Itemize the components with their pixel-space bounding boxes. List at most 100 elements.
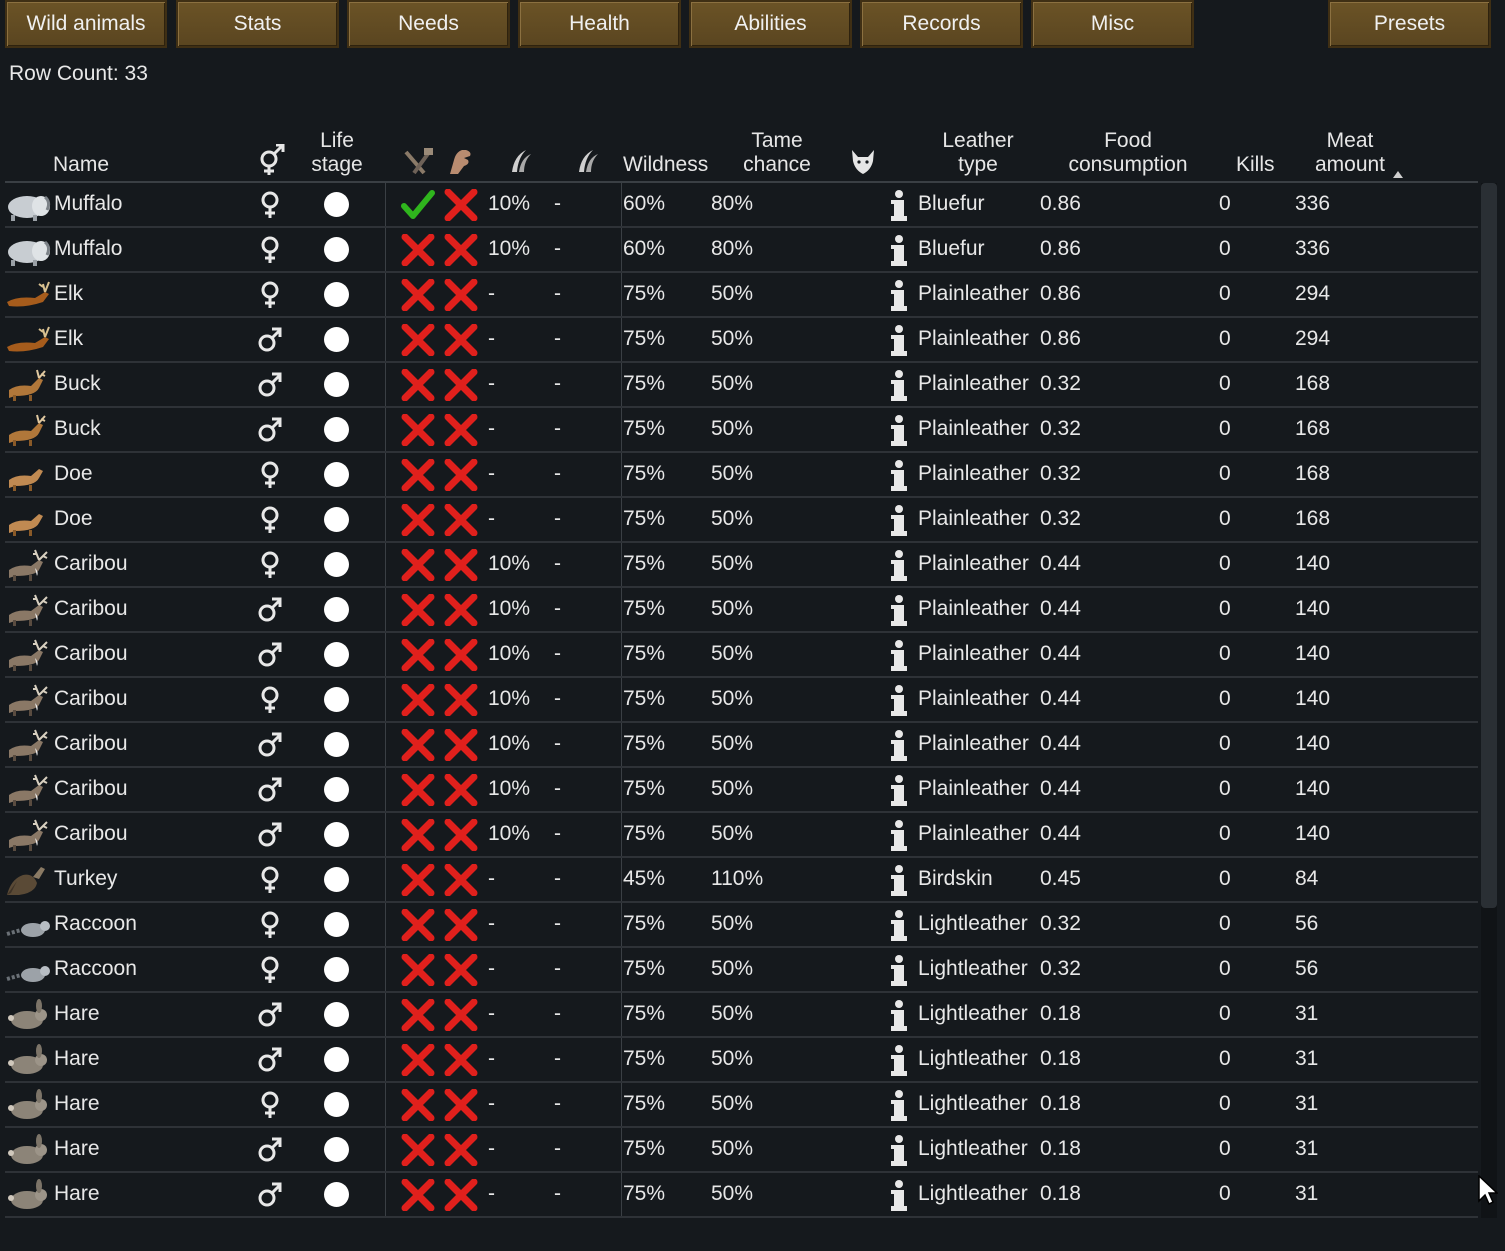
animal-name[interactable]: Caribou [54, 822, 128, 845]
animal-name[interactable]: Caribou [54, 687, 128, 710]
tab-stats[interactable]: Stats [176, 0, 339, 48]
cross-icon[interactable] [401, 459, 435, 491]
info-icon[interactable] [889, 1134, 909, 1168]
cross-icon[interactable] [401, 639, 435, 671]
tab-health[interactable]: Health [518, 0, 681, 48]
animal-name[interactable]: Buck [54, 417, 101, 440]
table-row[interactable]: Buck - - 75% 50% Plainleather 0.32 0 168 [5, 408, 1478, 453]
cross-icon[interactable] [444, 189, 478, 221]
cross-icon[interactable] [444, 1044, 478, 1076]
header-meat-amount[interactable]: Meat amount [1312, 129, 1388, 177]
cross-icon[interactable] [444, 1179, 478, 1211]
cross-icon[interactable] [401, 774, 435, 806]
scrollbar-thumb[interactable] [1481, 183, 1497, 908]
cross-icon[interactable] [444, 639, 478, 671]
animal-name[interactable]: Caribou [54, 552, 128, 575]
info-icon[interactable] [889, 459, 909, 493]
animal-name[interactable]: Caribou [54, 777, 128, 800]
animal-name[interactable]: Hare [54, 1182, 100, 1205]
table-row[interactable]: Hare - - 75% 50% Lightleather 0.18 0 31 [5, 1128, 1478, 1173]
cross-icon[interactable] [401, 279, 435, 311]
animal-name[interactable]: Muffalo [54, 192, 123, 215]
animal-name[interactable]: Elk [54, 327, 84, 350]
claw-icon[interactable] [510, 148, 534, 174]
cross-icon[interactable] [444, 414, 478, 446]
cross-icon[interactable] [444, 1134, 478, 1166]
table-row[interactable]: Caribou 10% - 75% 50% Plainleather 0.44 0 140 [5, 768, 1478, 813]
header-kills[interactable]: Kills [1236, 153, 1275, 176]
cross-icon[interactable] [444, 729, 478, 761]
tab-records[interactable]: Records [860, 0, 1023, 48]
table-row[interactable]: Caribou 10% - 75% 50% Plainleather 0.44 0 140 [5, 723, 1478, 768]
hand-icon[interactable] [446, 146, 476, 176]
info-icon[interactable] [889, 684, 909, 718]
cross-icon[interactable] [401, 1044, 435, 1076]
animal-name[interactable]: Raccoon [54, 957, 137, 980]
cross-icon[interactable] [401, 729, 435, 761]
animal-name[interactable]: Caribou [54, 732, 128, 755]
table-row[interactable]: Hare - - 75% 50% Lightleather 0.18 0 31 [5, 993, 1478, 1038]
header-wildness[interactable]: Wildness [623, 153, 709, 176]
claw-icon-2[interactable] [577, 148, 601, 174]
header-food-consumption[interactable]: Food consumption [1065, 129, 1191, 177]
cross-icon[interactable] [401, 1134, 435, 1166]
animal-name[interactable]: Elk [54, 282, 84, 305]
info-icon[interactable] [889, 819, 909, 853]
info-icon[interactable] [889, 414, 909, 448]
animal-name[interactable]: Hare [54, 1137, 100, 1160]
animal-name[interactable]: Hare [54, 1092, 100, 1115]
table-row[interactable]: Doe - - 75% 50% Plainleather 0.32 0 168 [5, 453, 1478, 498]
info-icon[interactable] [889, 549, 909, 583]
table-row[interactable]: Doe - - 75% 50% Plainleather 0.32 0 168 [5, 498, 1478, 543]
info-icon[interactable] [889, 1179, 909, 1213]
crossed-tools-icon[interactable] [402, 148, 434, 176]
cross-icon[interactable] [401, 684, 435, 716]
cross-icon[interactable] [444, 549, 478, 581]
cross-icon[interactable] [401, 1179, 435, 1211]
info-icon[interactable] [889, 279, 909, 313]
info-icon[interactable] [889, 369, 909, 403]
cross-icon[interactable] [444, 774, 478, 806]
table-row[interactable]: Muffalo 10% - 60% 80% Bluefur 0.86 0 336 [5, 183, 1478, 228]
cross-icon[interactable] [444, 279, 478, 311]
tab-wild-animals[interactable]: Wild animals [5, 0, 167, 48]
animal-name[interactable]: Hare [54, 1002, 100, 1025]
animal-name[interactable]: Caribou [54, 597, 128, 620]
table-row[interactable]: Raccoon - - 75% 50% Lightleather 0.32 0 56 [5, 903, 1478, 948]
cross-icon[interactable] [444, 369, 478, 401]
cross-icon[interactable] [401, 504, 435, 536]
cross-icon[interactable] [401, 819, 435, 851]
cross-icon[interactable] [444, 324, 478, 356]
cross-icon[interactable] [401, 1089, 435, 1121]
cross-icon[interactable] [401, 909, 435, 941]
animal-name[interactable]: Doe [54, 462, 93, 485]
table-row[interactable]: Muffalo 10% - 60% 80% Bluefur 0.86 0 336 [5, 228, 1478, 273]
info-icon[interactable] [889, 999, 909, 1033]
wolf-head-icon[interactable] [849, 148, 877, 176]
info-icon[interactable] [889, 909, 909, 943]
cross-icon[interactable] [444, 819, 478, 851]
cross-icon[interactable] [444, 504, 478, 536]
animal-name[interactable]: Buck [54, 372, 101, 395]
animal-name[interactable]: Caribou [54, 642, 128, 665]
animal-name[interactable]: Turkey [54, 867, 118, 890]
table-row[interactable]: Buck - - 75% 50% Plainleather 0.32 0 168 [5, 363, 1478, 408]
cross-icon[interactable] [444, 909, 478, 941]
cross-icon[interactable] [401, 549, 435, 581]
cross-icon[interactable] [444, 999, 478, 1031]
info-icon[interactable] [889, 189, 909, 223]
cross-icon[interactable] [444, 459, 478, 491]
table-row[interactable]: Elk - - 75% 50% Plainleather 0.86 0 294 [5, 273, 1478, 318]
info-icon[interactable] [889, 324, 909, 358]
check-icon[interactable] [401, 189, 435, 221]
cross-icon[interactable] [444, 864, 478, 896]
cross-icon[interactable] [401, 954, 435, 986]
cross-icon[interactable] [444, 234, 478, 266]
cross-icon[interactable] [401, 999, 435, 1031]
cross-icon[interactable] [444, 1089, 478, 1121]
animal-name[interactable]: Doe [54, 507, 93, 530]
header-tame-chance[interactable]: Tame chance [738, 129, 816, 177]
tab-abilities[interactable]: Abilities [689, 0, 852, 48]
cross-icon[interactable] [444, 594, 478, 626]
info-icon[interactable] [889, 234, 909, 268]
